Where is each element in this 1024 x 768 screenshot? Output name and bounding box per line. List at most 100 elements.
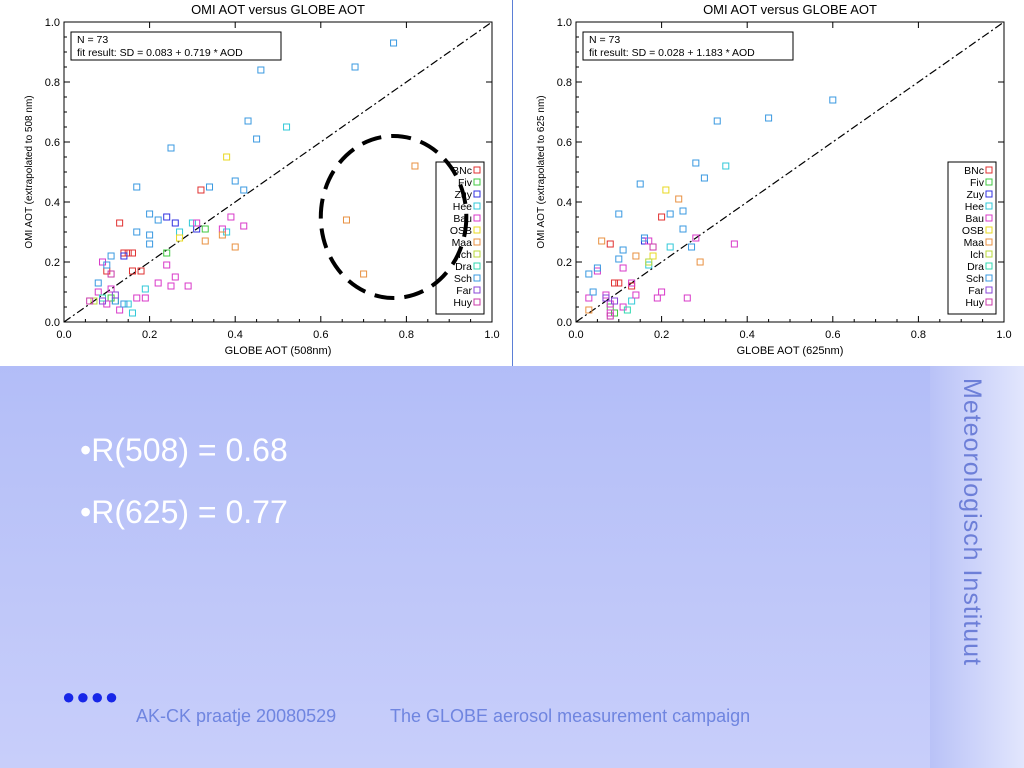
legend-marker (473, 214, 481, 222)
x-tick-label: 0.8 (911, 329, 926, 341)
data-point (116, 306, 124, 314)
x-axis-label: GLOBE AOT (508nm) (225, 345, 332, 357)
data-point (107, 252, 115, 260)
data-point (636, 180, 644, 188)
data-point (197, 186, 205, 194)
data-point (167, 282, 175, 290)
data-point (193, 219, 201, 227)
data-point (700, 174, 708, 182)
data-point (722, 162, 730, 170)
legend-label: Sch (966, 273, 984, 285)
data-point (116, 219, 124, 227)
x-tick-label: 0.6 (313, 329, 328, 341)
legend-marker (473, 178, 481, 186)
legend-label: OSB (962, 225, 984, 237)
legend-marker (473, 226, 481, 234)
data-point (602, 294, 610, 302)
one-to-one-line (63, 21, 493, 323)
legend-label: Hee (965, 201, 984, 213)
institute-name: Meteorologisch Instituut (958, 378, 986, 667)
data-point (133, 228, 141, 236)
chart-title: OMI AOT versus GLOBE AOT (191, 2, 365, 17)
data-point (163, 249, 171, 257)
legend-label: Maa (964, 237, 985, 249)
legend-marker (473, 286, 481, 294)
data-point (128, 249, 136, 257)
data-point (223, 153, 231, 161)
legend-marker (473, 166, 481, 174)
data-point (133, 183, 141, 191)
y-tick-label: 0.8 (45, 77, 60, 89)
data-point (167, 144, 175, 152)
side-decor-panel (930, 366, 1024, 768)
footer-presentation: AK-CK praatje 20080529 (136, 706, 337, 726)
data-point (696, 258, 704, 266)
data-point (662, 186, 670, 194)
data-point (675, 195, 683, 203)
data-point (615, 255, 623, 263)
data-point (184, 282, 192, 290)
x-tick-label: 0.0 (568, 329, 583, 341)
data-point (598, 237, 606, 245)
x-axis-label: GLOBE AOT (625nm) (737, 345, 844, 357)
data-point (593, 264, 601, 272)
data-point (692, 159, 700, 167)
data-point (649, 252, 657, 260)
data-point (176, 228, 184, 236)
data-point (188, 219, 196, 227)
legend-marker (985, 286, 993, 294)
data-point (244, 117, 252, 125)
data-point (645, 258, 653, 266)
legend-marker (985, 250, 993, 258)
data-point (692, 234, 700, 242)
data-point (730, 240, 738, 248)
correlation-508: •R(508) = 0.68 (80, 432, 288, 468)
legend-marker (473, 274, 481, 282)
data-point (666, 243, 674, 251)
legend-marker (473, 298, 481, 306)
data-point (231, 177, 239, 185)
fit-annotation-line: fit result: SD = 0.028 + 1.183 * AOD (589, 47, 755, 59)
legend-marker (985, 262, 993, 270)
data-point (679, 225, 687, 233)
y-tick-label: 0.0 (557, 317, 572, 329)
fit-annotation-line: N = 73 (77, 34, 108, 46)
charts-area: OMI AOT versus GLOBE AOT 0.0 0.2 0.4 0.6 0.8 1… (0, 0, 1024, 366)
legend-marker (985, 214, 993, 222)
legend-marker (985, 238, 993, 246)
legend-marker (985, 226, 993, 234)
data-point (679, 207, 687, 215)
legend-marker (473, 250, 481, 258)
y-axis-label: OMI AOT (extrapolated to 508 nm) (24, 95, 35, 248)
data-point (585, 306, 593, 314)
y-tick-label: 0.0 (45, 317, 60, 329)
data-point (99, 297, 107, 305)
legend-label: Zuy (966, 189, 984, 201)
decorative-dots: ●●●● (62, 684, 120, 709)
data-point (611, 279, 619, 287)
legend-label: Hee (453, 201, 472, 213)
fit-annotation-line: N = 73 (589, 34, 620, 46)
data-point (623, 306, 631, 314)
y-tick-label: 0.6 (45, 137, 60, 149)
data-point (171, 219, 179, 227)
data-point (342, 216, 350, 224)
data-point (107, 270, 115, 278)
data-point (688, 243, 696, 251)
data-point (137, 267, 145, 275)
data-point (240, 222, 248, 230)
data-point (713, 117, 721, 125)
data-point (206, 183, 214, 191)
data-point (666, 210, 674, 218)
data-point (120, 252, 128, 260)
legend-label: Huy (453, 297, 472, 309)
data-point (653, 294, 661, 302)
chart-508nm: OMI AOT versus GLOBE AOT 0.0 0.2 0.4 0.6 0.8 1… (0, 0, 513, 366)
y-tick-label: 1.0 (45, 17, 60, 29)
legend-label: Sch (454, 273, 472, 285)
scatter-plot-625: OMI AOT versus GLOBE AOT 0.0 0.2 0.4 0.6 0.8 1… (536, 2, 1012, 357)
fit-annotation-box (70, 31, 282, 61)
legend-marker (985, 202, 993, 210)
data-point (615, 279, 623, 287)
data-point (360, 270, 368, 278)
